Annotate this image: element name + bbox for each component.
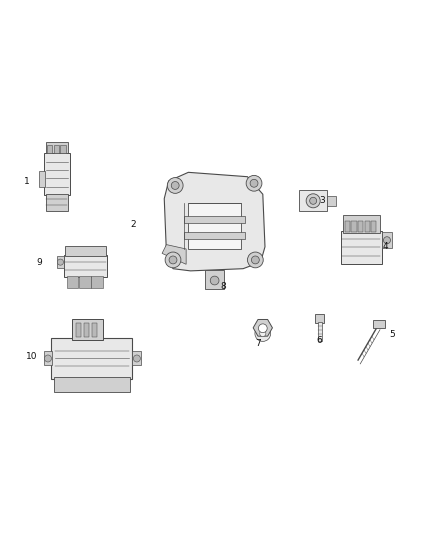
Bar [53,145,59,153]
Circle shape [310,197,317,204]
Circle shape [165,252,181,268]
Bar [67,276,78,288]
Bar [47,145,52,153]
Bar [132,351,141,366]
Bar [84,324,89,337]
Bar [92,324,97,337]
Circle shape [251,256,259,264]
Text: 10: 10 [26,352,37,361]
Circle shape [133,355,140,362]
Circle shape [44,355,51,362]
Bar [318,322,322,341]
Bar [79,276,91,288]
Circle shape [260,330,266,336]
Circle shape [171,182,179,189]
Circle shape [250,179,258,187]
Polygon shape [164,172,265,271]
Bar [39,171,45,187]
Text: 6: 6 [317,336,323,345]
Bar [53,377,131,392]
Bar [328,196,336,206]
Bar [315,314,324,322]
Circle shape [210,276,219,285]
Text: 7: 7 [255,338,261,348]
Bar [345,222,350,231]
Circle shape [258,324,267,333]
Text: 3: 3 [319,196,325,205]
Text: 1: 1 [24,176,30,185]
Bar [65,246,106,256]
Bar [43,351,52,366]
Circle shape [247,252,263,268]
Circle shape [167,177,183,193]
Bar [343,215,380,233]
Bar [51,338,132,379]
Bar [299,190,328,211]
Bar [76,324,81,337]
Bar [92,276,103,288]
Bar [188,203,241,249]
Bar [364,222,370,231]
Bar [44,154,70,195]
Text: 5: 5 [389,330,395,339]
Circle shape [383,237,390,244]
Circle shape [246,175,262,191]
Text: 8: 8 [220,282,226,290]
Bar [184,232,245,239]
Bar [373,320,385,328]
Circle shape [255,326,271,342]
Bar [358,222,364,231]
Text: 4: 4 [383,243,388,251]
Text: 9: 9 [36,257,42,266]
Polygon shape [162,245,186,264]
Bar [46,142,68,154]
Circle shape [57,259,64,265]
Circle shape [169,256,177,264]
Bar [382,232,392,248]
Bar [57,256,64,268]
Circle shape [306,194,320,208]
Bar [351,222,357,231]
Bar [371,222,376,231]
Bar [46,193,68,211]
Bar [72,319,103,340]
Bar [340,231,382,264]
Bar [64,255,107,277]
Bar [205,270,224,289]
Text: 2: 2 [131,220,136,229]
Bar [184,215,245,223]
Bar [60,145,66,153]
